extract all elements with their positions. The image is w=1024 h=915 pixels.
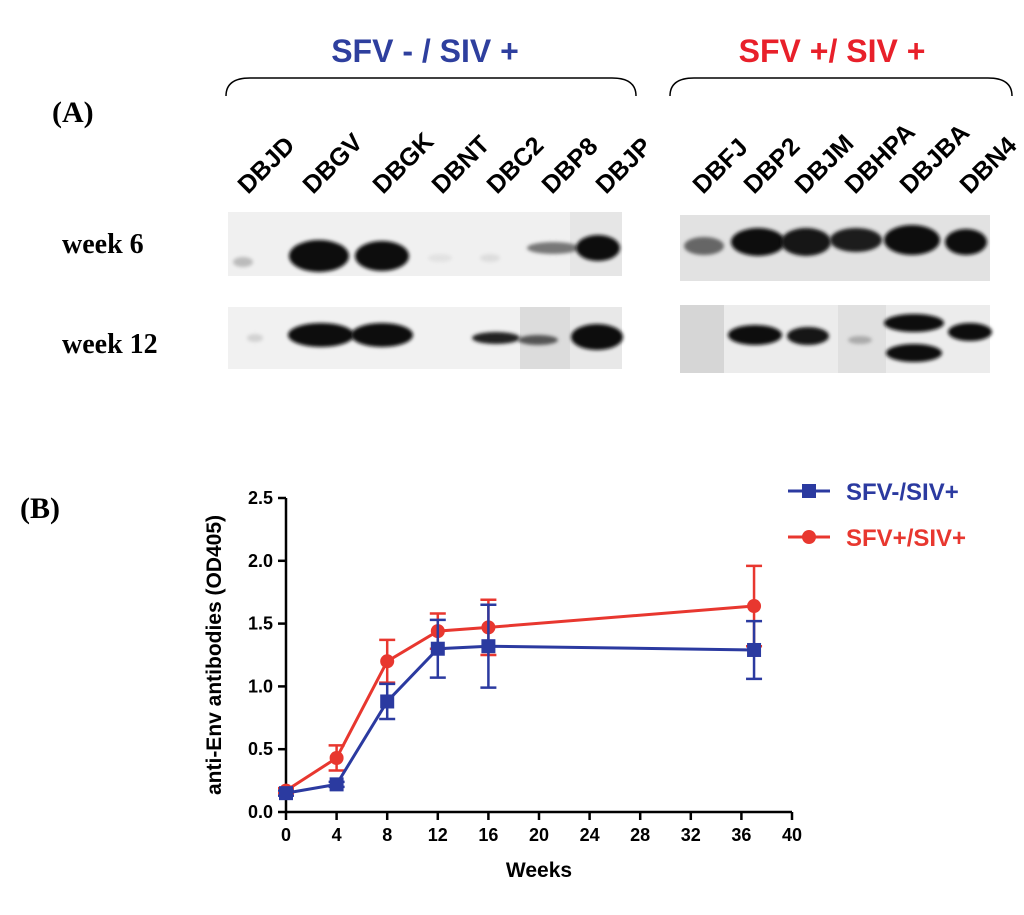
- lane-label: DBGK: [367, 127, 439, 199]
- x-tick-label: 20: [529, 825, 549, 845]
- panel-b-label: (B): [20, 492, 60, 525]
- series-line: [285, 644, 755, 795]
- data-point: [481, 639, 496, 654]
- legend-label-sfv-neg: SFV-/SIV+: [846, 479, 959, 506]
- group-title-sfv-neg: SFV - / SIV +: [331, 33, 519, 69]
- y-tick-label: 1.0: [248, 676, 273, 696]
- lane-label: DBJP: [590, 132, 657, 199]
- group-bracket-sfv-neg: [225, 77, 637, 97]
- y-axis-label: anti-Env antibodies (OD405): [203, 515, 226, 795]
- y-tick-label: 0.5: [248, 739, 273, 759]
- y-tick-label: 1.5: [248, 614, 273, 634]
- data-point: [329, 777, 344, 792]
- x-tick-label: 36: [731, 825, 751, 845]
- y-tick-label: 2.0: [248, 551, 273, 571]
- y-tick-label: 2.5: [248, 488, 273, 508]
- y-tick-label: 0.0: [248, 802, 273, 822]
- x-tick-label: 16: [478, 825, 498, 845]
- legend-marker-sfv-pos: [802, 530, 816, 544]
- lane-label: DBJD: [232, 131, 300, 199]
- x-tick-label: 8: [382, 825, 392, 845]
- lane-label: DBC2: [481, 131, 549, 199]
- data-point: [329, 750, 344, 765]
- x-tick-label: 32: [681, 825, 701, 845]
- data-point: [747, 642, 762, 657]
- legend-label-sfv-pos: SFV+/SIV+: [846, 525, 966, 552]
- data-point: [279, 786, 293, 801]
- series-line: [285, 604, 755, 792]
- data-point: [747, 599, 762, 614]
- x-tick-label: 24: [580, 825, 600, 845]
- legend: SFV-/SIV+ SFV+/SIV+: [788, 479, 966, 552]
- row-label-week12: week 12: [62, 329, 158, 360]
- lane-labels: DBJD DBGV DBGK DBNT DBC2 DBP8 DBJP DBFJ …: [232, 118, 1022, 199]
- series-sfv-neg: [278, 603, 763, 801]
- x-axis-label: Weeks: [506, 859, 572, 882]
- x-tick-label: 40: [782, 825, 802, 845]
- lane-label: DBFJ: [687, 133, 753, 199]
- legend-marker-sfv-neg: [802, 484, 816, 498]
- data-point: [380, 654, 395, 669]
- panel-a-label: (A): [52, 96, 94, 129]
- blot-sfvneg-week6: [228, 212, 622, 276]
- blot-sfvneg-week12: [228, 307, 623, 369]
- x-tick-label: 0: [281, 825, 291, 845]
- lane-label: DBP8: [536, 132, 603, 199]
- lane-label: DBGV: [297, 128, 368, 199]
- x-tick-label: 28: [630, 825, 650, 845]
- lane-label: DBP2: [738, 132, 805, 199]
- data-point: [430, 641, 445, 656]
- x-tick-label: 12: [428, 825, 448, 845]
- blot-sfvpos-week6: [680, 215, 990, 281]
- row-label-week6: week 6: [62, 229, 144, 260]
- blot-sfvpos-week12: [680, 305, 992, 373]
- x-tick-label: 4: [332, 825, 342, 845]
- group-bracket-sfv-pos: [669, 77, 1013, 97]
- group-title-sfv-pos: SFV +/ SIV +: [739, 33, 926, 69]
- lane-label: DBNT: [426, 130, 495, 199]
- line-chart: 0.0 0.5 1.0 1.5 2.0 2.5 0 4 8 12 16 20 24 28 32 36 40 a…: [203, 479, 966, 882]
- data-point: [380, 694, 395, 709]
